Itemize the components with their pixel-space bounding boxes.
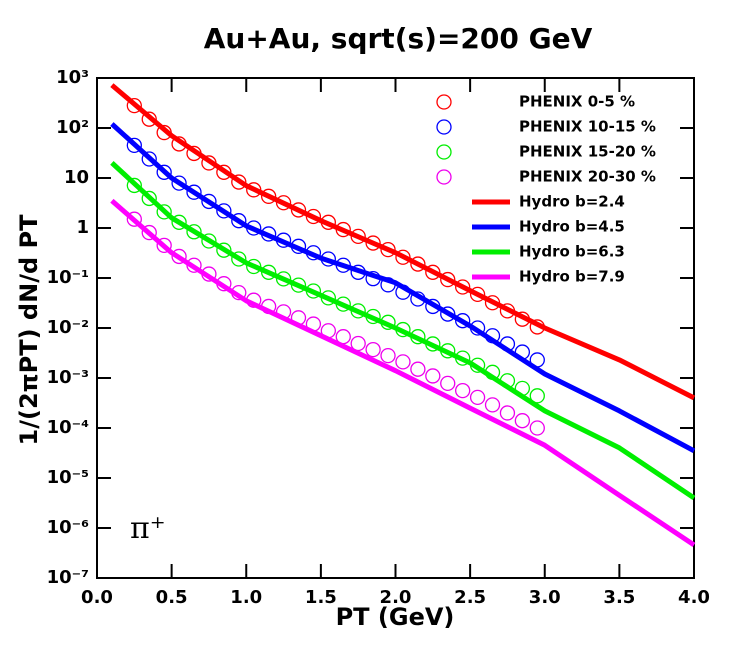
model-line: [110, 83, 696, 401]
plot-frame: [96, 77, 695, 579]
data-point: [514, 413, 531, 429]
data-point: [201, 233, 217, 249]
legend-label: Hydro b=2.4: [519, 193, 625, 211]
data-point: [126, 177, 142, 194]
data-point: [156, 204, 172, 220]
y-tick-label: 1: [76, 217, 89, 238]
data-point: [484, 397, 501, 413]
data-point: [290, 202, 307, 218]
data-point: [171, 175, 187, 191]
data-point: [380, 241, 396, 258]
y-tick-label: 10⁻⁷: [47, 567, 89, 588]
data-point: [529, 388, 545, 404]
y-tick-label: 10³: [56, 67, 89, 88]
data-point: [410, 256, 426, 272]
x-tick-label: 3.5: [603, 587, 635, 608]
legend-label: Hydro b=4.5: [519, 218, 625, 236]
legend-marker: [436, 144, 452, 160]
data-point: [171, 214, 187, 230]
data-point: [275, 271, 292, 287]
data-point: [171, 248, 187, 265]
data-point: [260, 264, 277, 280]
data-point: [126, 211, 142, 227]
legend-marker: [436, 94, 452, 110]
data-point: [440, 271, 456, 288]
data-point: [365, 341, 381, 358]
model-line: [110, 122, 696, 454]
legend-label: PHENIX 20-30 %: [519, 168, 656, 186]
data-point: [186, 224, 202, 240]
x-tick-label: 1.5: [305, 587, 337, 608]
legend-marker: [436, 119, 452, 135]
y-tick-label: 10²: [56, 117, 89, 138]
x-axis-label: PT (GeV): [336, 603, 455, 631]
y-axis-label: 1/(2πPT) dN/d PT: [15, 214, 43, 446]
data-point: [380, 347, 396, 364]
annotation: π⁺: [130, 511, 166, 546]
x-tick-label: 4.0: [678, 587, 710, 608]
chart-title: Au+Au, sqrt(s)=200 GeV: [204, 22, 593, 55]
data-point: [469, 389, 486, 406]
x-tick-label: 1.0: [230, 587, 262, 608]
y-tick-label: 10⁻⁶: [47, 517, 90, 538]
y-tick-label: 10⁻²: [47, 317, 89, 338]
model-line: [110, 161, 696, 500]
data-point: [455, 313, 471, 329]
data-point: [410, 361, 426, 377]
y-tick-label: 10⁻⁵: [47, 467, 89, 488]
data-point: [455, 382, 471, 399]
data-point: [141, 224, 157, 241]
x-tick-label: 2.0: [380, 587, 412, 608]
data-point: [440, 375, 456, 392]
legend-label: PHENIX 15-20 %: [519, 143, 656, 161]
data-point: [231, 213, 247, 229]
data-point: [231, 174, 247, 190]
model-line: [110, 198, 696, 547]
data-point: [365, 235, 381, 251]
data-point: [275, 195, 292, 211]
data-point: [469, 286, 486, 303]
data-point: [216, 203, 232, 219]
data-point: [455, 279, 471, 295]
legend-label: PHENIX 0-5 %: [519, 93, 635, 111]
data-point: [156, 164, 172, 180]
data-point: [156, 237, 172, 253]
data-point: [231, 251, 247, 267]
data-point: [216, 164, 232, 180]
data-point: [126, 137, 142, 153]
data-point: [141, 190, 157, 207]
data-point: [141, 111, 157, 127]
data-point: [425, 264, 441, 280]
data-point: [216, 242, 232, 258]
y-tick-label: 10⁻³: [47, 367, 89, 388]
legend-label: PHENIX 10-15 %: [519, 118, 656, 136]
x-tick-label: 2.5: [454, 587, 486, 608]
data-point: [186, 184, 202, 200]
x-tick-label: 0.5: [156, 587, 188, 608]
legend-label: Hydro b=7.9: [519, 268, 625, 286]
legend-marker: [436, 169, 452, 185]
y-tick-label: 10⁻⁴: [47, 417, 90, 438]
data-point: [201, 193, 217, 210]
y-tick-label: 10⁻¹: [47, 267, 89, 288]
data-point: [499, 405, 516, 421]
data-point: [440, 306, 456, 322]
data-point: [529, 420, 545, 436]
data-point: [425, 368, 441, 384]
data-point: [126, 97, 142, 114]
data-point: [141, 151, 157, 167]
data-point: [395, 354, 411, 370]
legend-label: Hydro b=6.3: [519, 243, 625, 261]
y-tick-label: 10: [64, 167, 89, 188]
x-tick-label: 3.0: [529, 587, 561, 608]
x-tick-label: 0.0: [81, 587, 113, 608]
data-point: [260, 188, 277, 204]
